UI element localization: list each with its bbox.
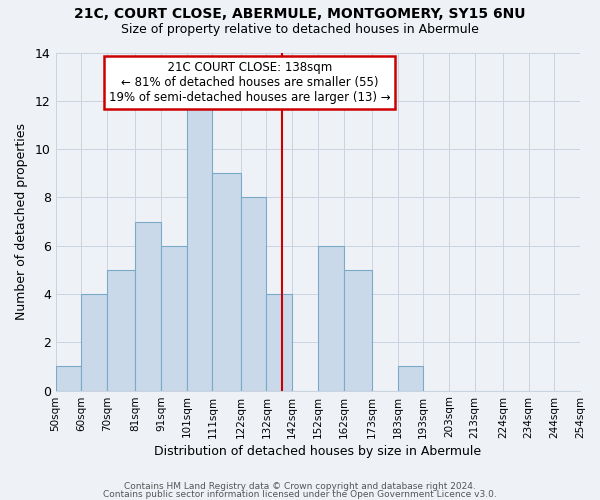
Bar	[107, 270, 136, 390]
Bar	[398, 366, 423, 390]
Bar	[241, 198, 266, 390]
Bar	[56, 366, 82, 390]
Bar	[344, 270, 372, 390]
Y-axis label: Number of detached properties: Number of detached properties	[15, 123, 28, 320]
X-axis label: Distribution of detached houses by size in Abermule: Distribution of detached houses by size …	[154, 444, 481, 458]
Text: 21C, COURT CLOSE, ABERMULE, MONTGOMERY, SY15 6NU: 21C, COURT CLOSE, ABERMULE, MONTGOMERY, …	[74, 8, 526, 22]
Bar	[266, 294, 292, 390]
Text: Contains public sector information licensed under the Open Government Licence v3: Contains public sector information licen…	[103, 490, 497, 499]
Bar	[82, 294, 107, 390]
Bar	[161, 246, 187, 390]
Text: Contains HM Land Registry data © Crown copyright and database right 2024.: Contains HM Land Registry data © Crown c…	[124, 482, 476, 491]
Bar	[318, 246, 344, 390]
Bar	[212, 173, 241, 390]
Text: 21C COURT CLOSE: 138sqm  
← 81% of detached houses are smaller (55)
19% of semi-: 21C COURT CLOSE: 138sqm ← 81% of detache…	[109, 61, 391, 104]
Bar	[136, 222, 161, 390]
Text: Size of property relative to detached houses in Abermule: Size of property relative to detached ho…	[121, 22, 479, 36]
Bar	[187, 101, 212, 390]
